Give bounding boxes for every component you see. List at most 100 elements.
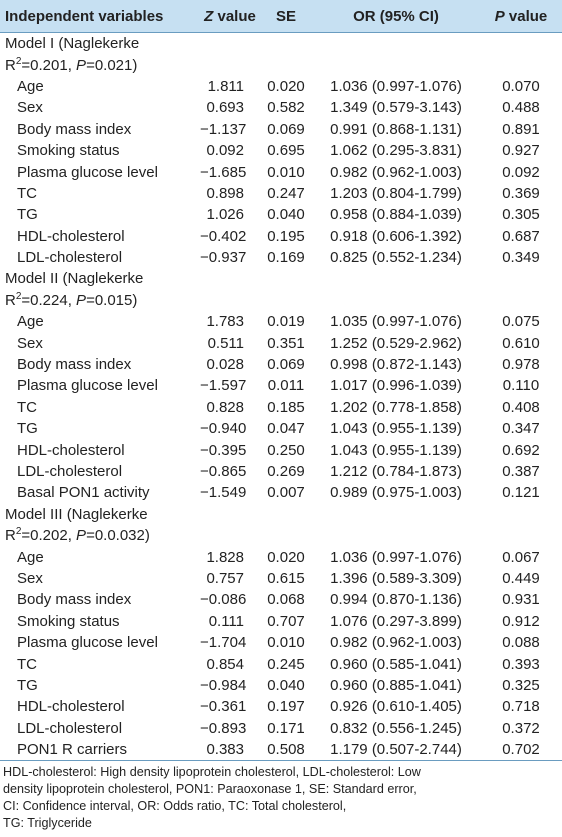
text-segment: R	[5, 527, 16, 545]
cell: 1.062 (0.295-3.831)	[330, 142, 462, 160]
data-row: Basal PON1 activity −1.549 0.007 0.989 (0.9…	[0, 482, 562, 503]
cell: 0.040	[267, 676, 305, 694]
text-segment: 2	[15, 55, 22, 67]
cell: 0.075	[502, 313, 540, 331]
text-segment: P	[76, 527, 87, 545]
text-segment: value	[504, 7, 548, 25]
cell: 0.007	[267, 484, 305, 502]
group-stats: R2=0.224, P=0.015)	[0, 290, 562, 311]
cell: 0.070	[502, 77, 540, 95]
cell: 0.702	[480, 738, 562, 762]
cell: 1.179 (0.507-2.744)	[312, 738, 480, 762]
header-cell: P value	[480, 0, 562, 33]
group-stats: R2=0.202, P=0.0.032)	[0, 525, 562, 546]
cell: 1.828	[206, 548, 244, 566]
cell: −0.937	[200, 249, 247, 267]
text-segment: =0.015)	[86, 291, 138, 309]
data-row: TG −0.940 0.047 1.043 (0.955-1.139) 0.347	[0, 418, 562, 439]
cell: 0.931	[502, 591, 540, 609]
text-segment: 2	[15, 290, 22, 302]
cell: 0.994 (0.870-1.136)	[330, 591, 462, 609]
group-title: Model II (Naglekerke	[5, 270, 144, 288]
data-row: Sex 0.757 0.615 1.396 (0.589-3.309) 0.449	[0, 568, 562, 589]
cell: −0.402	[200, 227, 247, 245]
cell: 0.047	[267, 420, 305, 438]
cell: 0.019	[267, 313, 305, 331]
text-segment: =0.202,	[21, 527, 77, 545]
cell: Age	[17, 313, 44, 331]
data-row: Plasma glucose level −1.597 0.011 1.017 (0.…	[0, 375, 562, 396]
cell: Plasma glucose level	[17, 634, 158, 652]
group-stats-row: R2=0.201, P=0.021)	[0, 54, 562, 75]
cell: 1.017 (0.996-1.039)	[330, 377, 462, 395]
data-row: Smoking status 0.111 0.707 1.076 (0.297-3.8…	[0, 611, 562, 632]
text-segment: value	[213, 7, 256, 25]
cell: 0.040	[267, 206, 305, 224]
cell: 1.203 (0.804-1.799)	[330, 184, 462, 202]
cell: −1.685	[200, 163, 247, 181]
cell: Plasma glucose level	[17, 163, 158, 181]
cell: 1.076 (0.297-3.899)	[330, 612, 462, 630]
group-title-row: Model II (Naglekerke	[0, 268, 562, 289]
data-row: Age 1.828 0.020 1.036 (0.997-1.076) 0.067	[0, 546, 562, 567]
cell: TC	[17, 398, 37, 416]
cell: HDL-cholesterol	[17, 441, 125, 459]
cell: TG	[17, 420, 38, 438]
cell: HDL-cholesterol	[17, 227, 125, 245]
group-stats-row: R2=0.224, P=0.015)	[0, 290, 562, 311]
cell: TC	[17, 184, 37, 202]
cell: 0.347	[502, 420, 540, 438]
cell: 0.011	[267, 377, 305, 395]
cell: Plasma glucose level	[17, 377, 158, 395]
cell: Basal PON1 activity	[17, 484, 150, 502]
cell: 0.582	[267, 99, 305, 117]
cell: 0.508	[260, 738, 312, 762]
cell: 0.121	[502, 484, 540, 502]
cell: −0.086	[200, 591, 247, 609]
data-row: Age 1.811 0.020 1.036 (0.997-1.076) 0.070	[0, 76, 562, 97]
cell: 0.998 (0.872-1.143)	[330, 356, 462, 374]
cell: 0.982 (0.962-1.003)	[330, 634, 462, 652]
cell: 0.757	[206, 569, 244, 587]
data-row: HDL-cholesterol −0.402 0.195 0.918 (0.606-1…	[0, 226, 562, 247]
text-segment: P	[76, 56, 87, 74]
cell: 0.958 (0.884-1.039)	[330, 206, 462, 224]
cell: 0.069	[267, 120, 305, 138]
cell: 0.511	[207, 334, 244, 352]
footnote-line: TG: Triglyceride	[3, 816, 92, 831]
cell: 0.692	[502, 441, 540, 459]
cell: 0.088	[502, 634, 540, 652]
cell: 1.026	[206, 206, 244, 224]
cell: 0.369	[502, 184, 540, 202]
table-body: Model I (Naglekerke R2=0.201, P=0.021) Age…	[0, 33, 562, 762]
cell: 0.068	[267, 591, 305, 609]
cell: 0.912	[502, 612, 540, 630]
cell: 0.828	[206, 398, 244, 416]
cell: 0.918 (0.606-1.392)	[330, 227, 462, 245]
text-segment: =0.201,	[21, 56, 77, 74]
text-segment: Independent variables	[5, 7, 164, 25]
header-cell: Z value	[200, 0, 260, 33]
group-title-row: Model I (Naglekerke	[0, 33, 562, 55]
cell: −1.704	[200, 634, 247, 652]
cell: LDL-cholesterol	[17, 719, 123, 737]
cell: 0.854	[206, 655, 244, 673]
data-row: TC 0.898 0.247 1.203 (0.804-1.799) 0.369	[0, 183, 562, 204]
cell: −0.361	[200, 698, 247, 716]
cell: Sex	[17, 99, 43, 117]
cell: 0.020	[267, 548, 305, 566]
text-segment: P	[494, 7, 505, 25]
cell: 1.783	[206, 313, 244, 331]
cell: HDL-cholesterol	[17, 698, 125, 716]
cell: Age	[17, 77, 44, 95]
cell: 0.110	[502, 377, 540, 395]
data-row: TG 1.026 0.040 0.958 (0.884-1.039) 0.305	[0, 204, 562, 225]
cell: 0.069	[267, 356, 305, 374]
cell: 0.247	[267, 184, 305, 202]
cell: 0.305	[502, 206, 540, 224]
cell: −1.137	[200, 120, 247, 138]
cell: 0.169	[267, 249, 305, 267]
cell: PON1 R carriers	[0, 738, 200, 762]
data-row: TC 0.828 0.185 1.202 (0.778-1.858) 0.408	[0, 397, 562, 418]
data-row: Sex 0.511 0.351 1.252 (0.529-2.962) 0.610	[0, 332, 562, 353]
